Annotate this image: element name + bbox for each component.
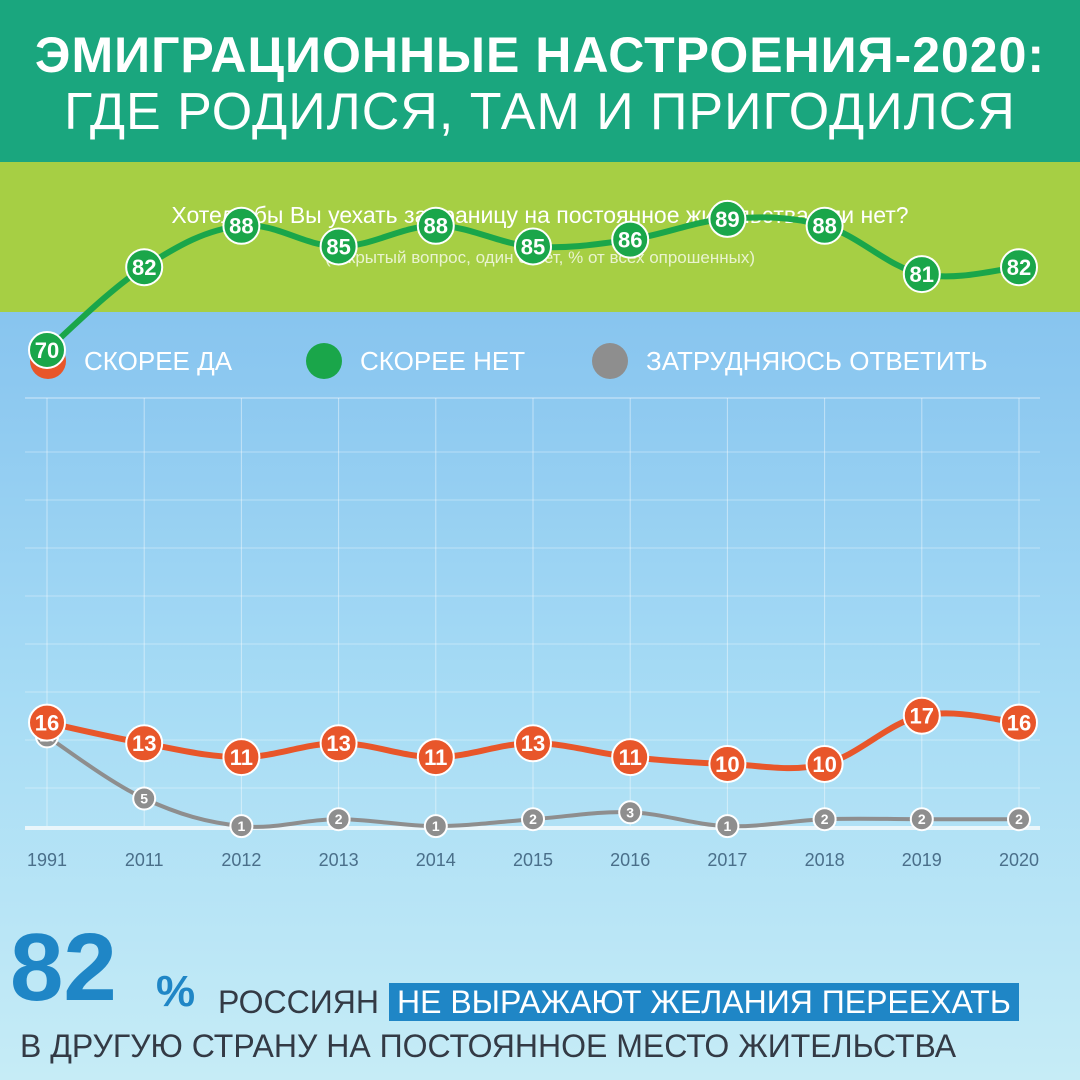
data-label-unsure: 2	[529, 811, 537, 827]
legend-dot-unsure	[592, 343, 628, 379]
data-point-yes	[708, 745, 747, 783]
data-point-no	[902, 255, 941, 294]
data-label-unsure: 2	[335, 811, 343, 827]
legend-dot-no	[306, 343, 342, 379]
data-point-no	[416, 206, 455, 245]
x-tick-label: 2019	[902, 850, 942, 870]
data-point-unsure	[1007, 807, 1031, 832]
x-tick-label: 2012	[221, 850, 261, 870]
data-label-unsure: 5	[140, 791, 148, 807]
line-chart: 1451212312221613111311131110101716708288…	[25, 199, 1040, 870]
data-label-no: 81	[910, 262, 934, 287]
header-band: ЭМИГРАЦИОННЫЕ НАСТРОЕНИЯ-2020: ГДЕ РОДИЛ…	[0, 0, 1080, 162]
data-label-yes: 13	[521, 731, 545, 756]
data-label-no: 70	[35, 338, 59, 363]
data-point-unsure	[909, 807, 934, 832]
summary-percent: %	[156, 967, 196, 1016]
data-point-no	[805, 206, 844, 245]
data-label-unsure: 1	[724, 818, 732, 834]
data-point-yes	[805, 745, 844, 783]
data-label-no: 85	[521, 234, 545, 259]
data-point-no	[222, 206, 261, 245]
data-point-unsure	[326, 807, 351, 832]
data-label-no: 88	[424, 214, 448, 239]
data-label-no: 86	[618, 228, 642, 253]
data-point-yes	[514, 724, 552, 763]
data-point-no	[28, 331, 66, 369]
data-label-yes: 13	[132, 731, 156, 756]
data-point-yes	[416, 738, 455, 777]
data-point-yes	[28, 703, 66, 742]
data-label-no: 88	[229, 214, 253, 239]
data-point-yes	[1000, 703, 1038, 742]
data-label-yes: 17	[910, 704, 934, 729]
x-tick-label: 2020	[999, 850, 1039, 870]
title-line-2: ГДЕ РОДИЛСЯ, ТАМ И ПРИГОДИЛСЯ	[64, 83, 1016, 141]
data-point-yes	[611, 738, 650, 777]
data-label-no: 85	[326, 234, 350, 259]
data-point-yes	[319, 724, 358, 763]
data-label-unsure: 1	[432, 818, 440, 834]
question-band: Хотели бы Вы уехать за границу на постоя…	[0, 162, 1080, 312]
data-point-yes	[902, 696, 941, 735]
summary-value: 82	[10, 914, 117, 1021]
data-label-yes: 11	[230, 745, 253, 770]
legend-label-no: СКОРЕЕ НЕТ	[360, 345, 526, 376]
data-label-yes: 11	[424, 745, 447, 770]
x-tick-label: 2014	[416, 850, 456, 870]
data-point-no	[125, 248, 164, 287]
survey-question: Хотели бы Вы уехать за границу на постоя…	[171, 202, 909, 228]
data-point-unsure	[423, 814, 448, 839]
data-point-no	[319, 227, 358, 266]
data-label-no: 82	[1007, 255, 1031, 280]
chart-legend: СКОРЕЕ ДА СКОРЕЕ НЕТ ЗАТРУДНЯЮСЬ ОТВЕТИТ…	[0, 338, 1080, 384]
data-point-no	[611, 220, 650, 259]
x-tick-label: 2017	[707, 850, 747, 870]
data-label-unsure: 2	[918, 811, 926, 827]
summary-line-2: В ДРУГУЮ СТРАНУ НА ПОСТОЯННОЕ МЕСТО ЖИТЕ…	[20, 1028, 957, 1064]
data-label-no: 82	[132, 255, 156, 280]
data-label-yes: 10	[715, 752, 739, 777]
data-label-yes: 16	[1007, 711, 1031, 736]
data-point-unsure	[812, 807, 837, 832]
legend-item-unsure: ЗАТРУДНЯЮСЬ ОТВЕТИТЬ	[592, 338, 988, 384]
data-label-yes: 11	[619, 745, 642, 770]
data-point-no	[1000, 248, 1038, 287]
legend-label-unsure: ЗАТРУДНЯЮСЬ ОТВЕТИТЬ	[646, 345, 988, 376]
data-point-unsure	[521, 807, 545, 832]
summary-highlight: НЕ ВЫРАЖАЮТ ЖЕЛАНИЯ ПЕРЕЕХАТЬ	[388, 983, 1019, 1021]
x-tick-label: 1991	[27, 850, 67, 870]
data-point-yes	[222, 738, 261, 777]
data-point-yes	[125, 724, 164, 763]
data-point-unsure	[229, 814, 254, 839]
summary-word: РОССИЯН	[218, 983, 379, 1020]
summary-line-1: РОССИЯН НЕ ВЫРАЖАЮТ ЖЕЛАНИЯ ПЕРЕЕХАТЬ	[218, 983, 1019, 1021]
data-label-unsure: 3	[626, 804, 634, 820]
data-label-unsure: 1	[238, 818, 246, 834]
data-point-unsure	[132, 786, 157, 811]
data-label-unsure: 2	[1015, 811, 1023, 827]
data-label-no: 89	[715, 207, 739, 232]
data-label-no: 88	[812, 214, 836, 239]
x-tick-label: 2015	[513, 850, 553, 870]
data-label-unsure: 2	[821, 811, 829, 827]
data-label-yes: 16	[35, 711, 59, 736]
data-label-yes: 13	[326, 731, 350, 756]
x-tick-label: 2016	[610, 850, 650, 870]
data-point-no	[514, 227, 552, 266]
x-tick-label: 2018	[805, 850, 845, 870]
legend-label-yes: СКОРЕЕ ДА	[84, 345, 233, 376]
title-line-1: ЭМИГРАЦИОННЫЕ НАСТРОЕНИЯ-2020:	[34, 27, 1046, 83]
data-point-unsure	[715, 814, 740, 839]
x-tick-label: 2013	[319, 850, 359, 870]
x-tick-label: 2011	[125, 850, 164, 870]
data-point-unsure	[618, 800, 643, 825]
legend-item-no: СКОРЕЕ НЕТ	[306, 338, 525, 384]
data-label-yes: 10	[812, 752, 836, 777]
data-point-no	[708, 199, 747, 238]
